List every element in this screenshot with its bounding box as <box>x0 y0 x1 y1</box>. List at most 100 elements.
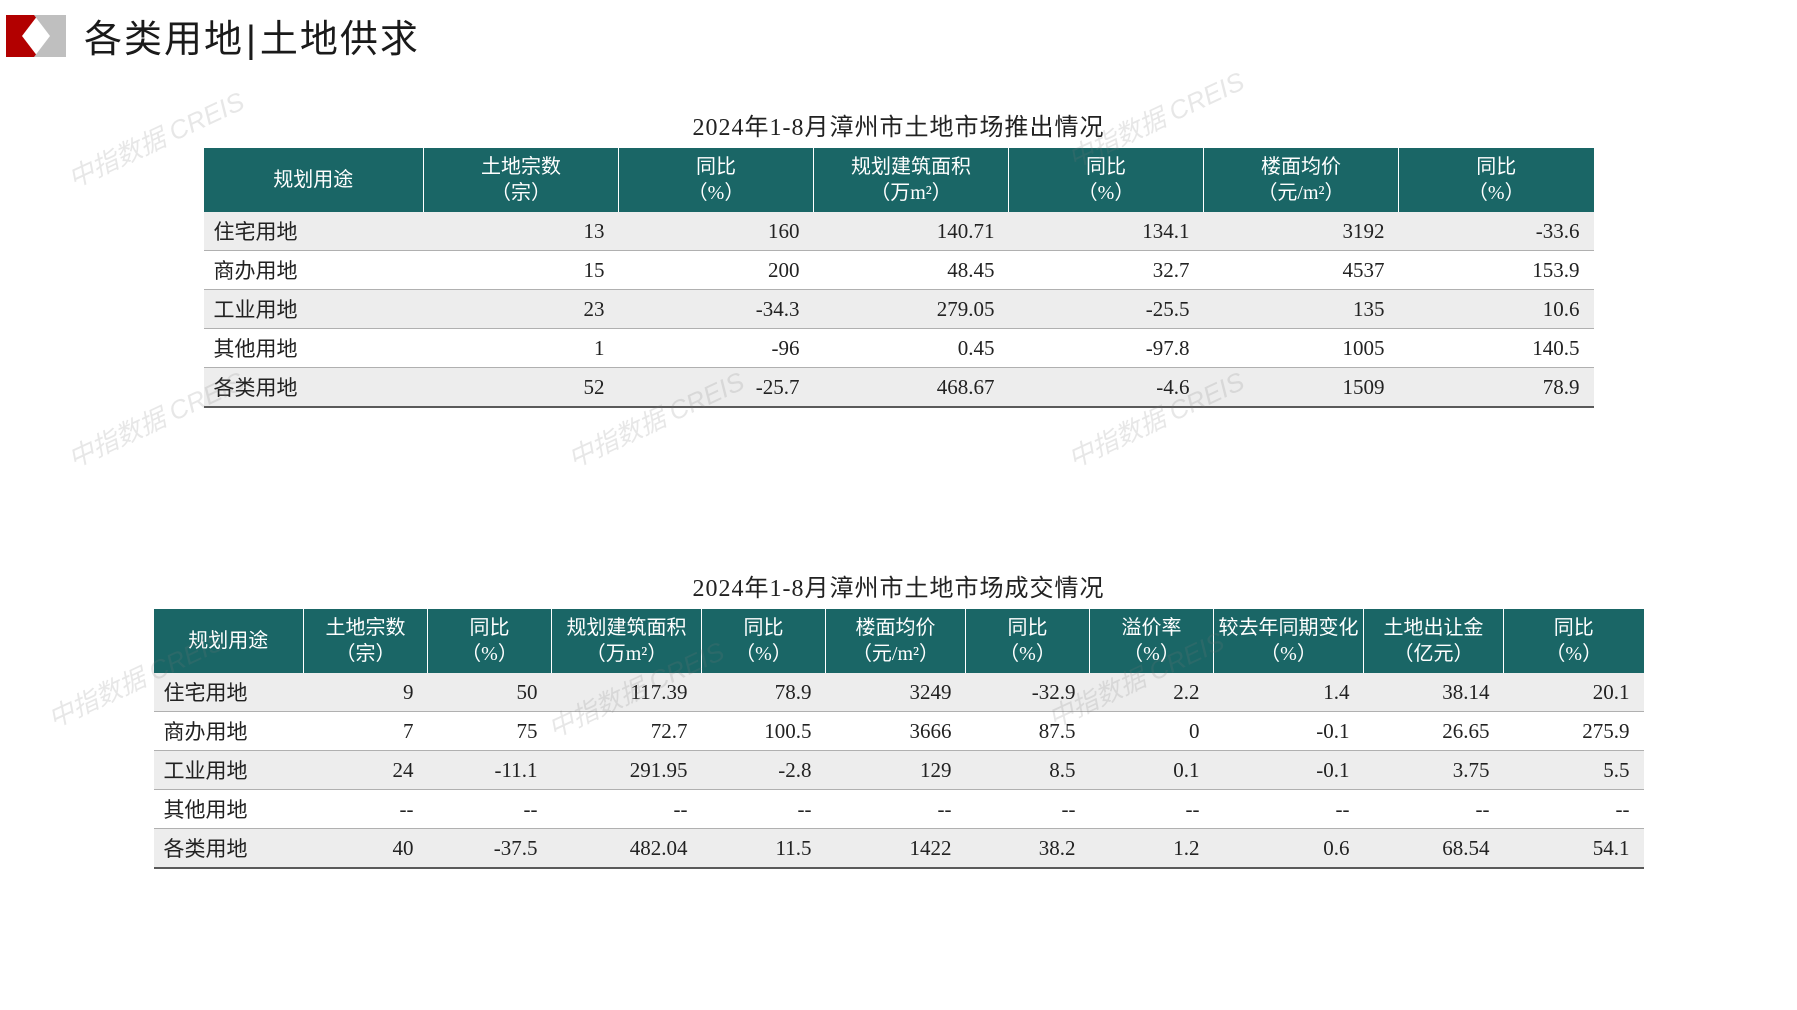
col-l1: 同比 <box>696 156 736 178</box>
cell-value: 279.05 <box>814 290 1009 329</box>
row-label: 工业用地 <box>154 751 304 790</box>
column-header: 土地宗数（宗） <box>424 148 619 212</box>
column-header: 规划用途 <box>204 148 424 212</box>
cell-value: 15 <box>424 251 619 290</box>
cell-value: 275.9 <box>1504 712 1644 751</box>
logo-icon <box>6 15 70 57</box>
cell-value: 3666 <box>826 712 966 751</box>
cell-value: -37.5 <box>428 829 552 869</box>
cell-value: 160 <box>619 212 814 251</box>
cell-value: 3.75 <box>1364 751 1504 790</box>
cell-value: 8.5 <box>966 751 1090 790</box>
col-l2: （%） <box>1123 643 1180 665</box>
column-header: 土地出让金 （亿元） <box>1364 609 1504 673</box>
cell-value: -34.3 <box>619 290 814 329</box>
cell-value: 72.7 <box>552 712 702 751</box>
col-l2: （宗） <box>336 643 396 665</box>
cell-value: 78.9 <box>702 673 826 712</box>
cell-value: -2.8 <box>702 751 826 790</box>
table2-title: 2024年1-8月漳州市土地市场成交情况 <box>0 568 1797 603</box>
column-header: 同比 （%） <box>966 609 1090 673</box>
cell-value: -33.6 <box>1399 212 1594 251</box>
cell-value: 10.6 <box>1399 290 1594 329</box>
cell-value: 1.4 <box>1214 673 1364 712</box>
cell-value: 1.2 <box>1090 829 1214 869</box>
cell-value: 0 <box>1090 712 1214 751</box>
col-l1: 规划建筑面积 <box>567 617 687 639</box>
cell-value: 1422 <box>826 829 966 869</box>
cell-value: -- <box>966 790 1090 829</box>
cell-value: -- <box>1090 790 1214 829</box>
cell-value: 9 <box>304 673 428 712</box>
col-l2: （%） <box>1468 182 1525 204</box>
cell-value: -- <box>304 790 428 829</box>
column-header: 楼面均价 （元/m²） <box>1204 148 1399 212</box>
col-l2: （%） <box>1260 643 1317 665</box>
row-label: 其他用地 <box>204 329 424 368</box>
page-header: 各类用地|土地供求 <box>0 0 1797 75</box>
cell-value: 2.2 <box>1090 673 1214 712</box>
cell-value: 38.2 <box>966 829 1090 869</box>
cell-value: 52 <box>424 368 619 408</box>
cell-value: -- <box>552 790 702 829</box>
cell-value: 78.9 <box>1399 368 1594 408</box>
col-l1: 楼面均价 <box>856 617 936 639</box>
column-header: 溢价率（%） <box>1090 609 1214 673</box>
cell-value: 50 <box>428 673 552 712</box>
col-l1: 同比 <box>1086 156 1126 178</box>
column-header: 楼面均价（元/m²） <box>826 609 966 673</box>
col-l2: （%） <box>999 643 1056 665</box>
cell-value: -0.1 <box>1214 751 1364 790</box>
table-row: 工业用地23-34.3279.05-25.513510.6 <box>204 290 1594 329</box>
cell-value: 129 <box>826 751 966 790</box>
cell-value: 38.14 <box>1364 673 1504 712</box>
col-l1: 楼面均价 <box>1261 156 1341 178</box>
cell-value: 20.1 <box>1504 673 1644 712</box>
col-l2: （万m²） <box>870 182 952 204</box>
col-l2: （宗） <box>491 182 551 204</box>
column-header: 同比 （%） <box>702 609 826 673</box>
col-l1: 同比 <box>1008 617 1048 639</box>
column-header: 较去年同期变化（%） <box>1214 609 1364 673</box>
cell-value: 468.67 <box>814 368 1009 408</box>
cell-value: 54.1 <box>1504 829 1644 869</box>
column-header: 同比（%） <box>619 148 814 212</box>
column-header: 规划建筑面积 （万m²） <box>814 148 1009 212</box>
col-l1: 同比 <box>744 617 784 639</box>
cell-value: -25.7 <box>619 368 814 408</box>
col-l2: （元/m²） <box>1257 182 1344 204</box>
cell-value: -32.9 <box>966 673 1090 712</box>
col-l1: 规划建筑面积 <box>851 156 971 178</box>
cell-value: -- <box>702 790 826 829</box>
table-row: 住宅用地950117.3978.93249-32.92.21.438.1420.… <box>154 673 1644 712</box>
cell-value: 153.9 <box>1399 251 1594 290</box>
table-row: 其他用地-------------------- <box>154 790 1644 829</box>
col-l2: （万m²） <box>586 643 668 665</box>
table-row: 各类用地52-25.7468.67-4.6150978.9 <box>204 368 1594 408</box>
cell-value: -0.1 <box>1214 712 1364 751</box>
col-l2: （%） <box>1078 182 1135 204</box>
row-label: 住宅用地 <box>154 673 304 712</box>
row-label: 商办用地 <box>204 251 424 290</box>
cell-value: 1 <box>424 329 619 368</box>
col-l1: 土地出让金 <box>1384 617 1484 639</box>
cell-value: -- <box>826 790 966 829</box>
col-l2: （%） <box>735 643 792 665</box>
row-label: 各类用地 <box>204 368 424 408</box>
title-left: 各类用地 <box>84 19 244 61</box>
column-header: 规划用途 <box>154 609 304 673</box>
table-row: 商办用地77572.7100.5366687.50-0.126.65275.9 <box>154 712 1644 751</box>
cell-value: 68.54 <box>1364 829 1504 869</box>
cell-value: 200 <box>619 251 814 290</box>
cell-value: -4.6 <box>1009 368 1204 408</box>
column-header: 规划建筑面积 （万m²） <box>552 609 702 673</box>
cell-value: 482.04 <box>552 829 702 869</box>
col-l2: （亿元） <box>1394 643 1474 665</box>
cell-value: -97.8 <box>1009 329 1204 368</box>
table1-title: 2024年1-8月漳州市土地市场推出情况 <box>0 107 1797 142</box>
cell-value: 3192 <box>1204 212 1399 251</box>
cell-value: -11.1 <box>428 751 552 790</box>
cell-value: 134.1 <box>1009 212 1204 251</box>
cell-value: 3249 <box>826 673 966 712</box>
row-label: 商办用地 <box>154 712 304 751</box>
